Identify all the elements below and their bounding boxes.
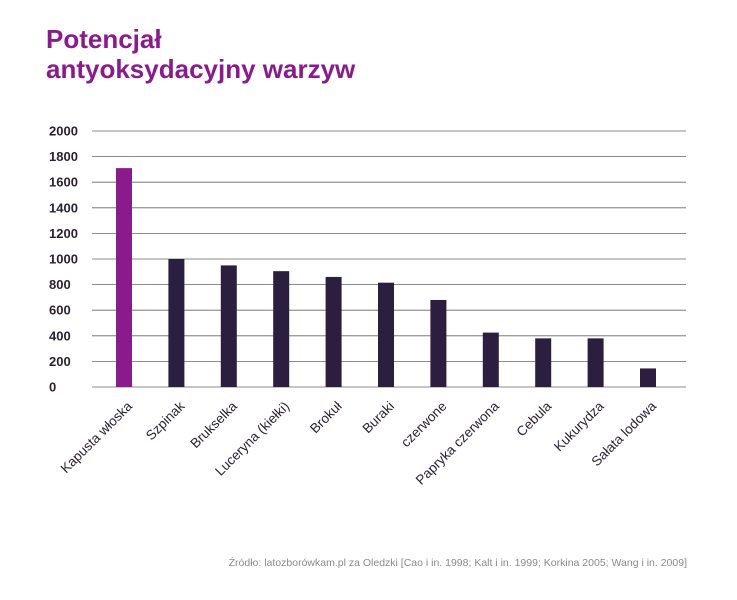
bar [116, 168, 132, 387]
category-label: Kapusta włoska [58, 398, 136, 476]
bar [168, 259, 185, 387]
y-tick-label: 800 [49, 277, 71, 292]
category-label: Buraki [359, 399, 397, 437]
y-tick-label: 2000 [49, 124, 78, 139]
title-line-1: Potencjał [46, 24, 162, 54]
y-tick-label: 1400 [49, 200, 78, 215]
y-tick-label: 1800 [49, 149, 78, 164]
bar [535, 338, 552, 387]
category-label: Szpinak [143, 398, 188, 443]
y-tick-label: 400 [49, 328, 71, 343]
bar [482, 332, 499, 387]
gridlines [92, 130, 686, 388]
bar [220, 265, 237, 387]
bar [325, 276, 342, 387]
y-tick-label: 1600 [49, 175, 78, 190]
bar [587, 338, 604, 387]
category-label: Cebula [513, 398, 554, 439]
chart-title: Potencjał antyoksydacyjny warzyw [46, 24, 355, 84]
bar-chart: 0 200 400 600 800 1000 1200 1400 1600 1800 2000 Ka… [49, 124, 686, 488]
category-label: Brokuł [307, 399, 345, 437]
y-tick-label: 1200 [49, 226, 78, 241]
y-tick-label: 600 [49, 303, 71, 318]
title-line-2: antyoksydacyjny warzyw [46, 54, 356, 84]
bar [640, 368, 656, 387]
bar [430, 299, 447, 387]
source-note: Źródło: latozborówkam.pl za Oledzki [Cao… [228, 557, 687, 569]
category-label: czerwone [398, 399, 449, 450]
category-label: Brukselka [187, 398, 240, 451]
category-label: Kukurydza [551, 398, 607, 454]
bar [273, 271, 290, 387]
y-axis-ticks: 0 200 400 600 800 1000 1200 1400 1600 1800 2000 [49, 124, 78, 395]
bars [116, 168, 656, 387]
y-tick-label: 200 [49, 354, 71, 369]
bar [378, 282, 394, 387]
y-tick-label: 0 [49, 380, 56, 395]
y-tick-label: 1000 [49, 252, 78, 267]
